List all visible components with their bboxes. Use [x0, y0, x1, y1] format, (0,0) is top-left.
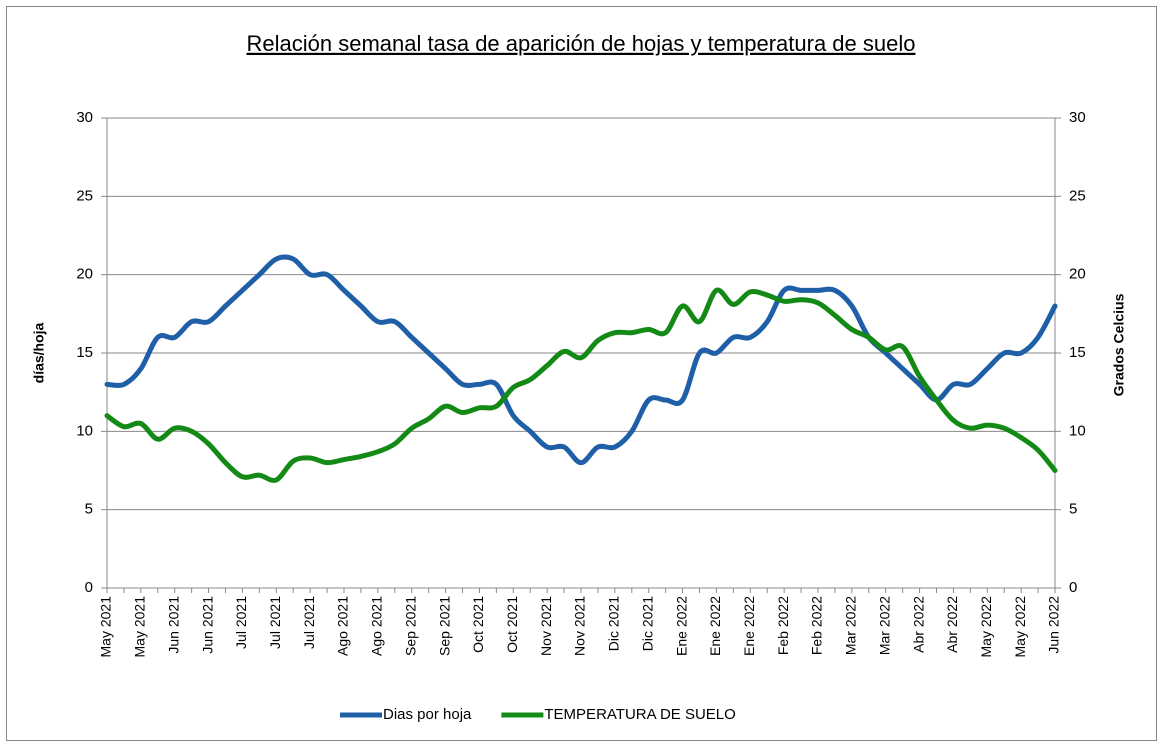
- y-tick-label: 5: [85, 501, 93, 518]
- chart-title: Relación semanal tasa de aparición de ho…: [247, 31, 916, 56]
- x-tick-label: Ago 2021: [369, 596, 385, 656]
- y-tick-label: 25: [76, 187, 93, 204]
- line-series: [104, 287, 1058, 483]
- x-tick-label: Jun 2021: [165, 596, 181, 654]
- x-tick-label: Ene 2022: [673, 596, 689, 656]
- y-tick-label: 10: [76, 422, 93, 439]
- x-tick-label: Abr 2022: [910, 596, 926, 653]
- y-tick-label: 15: [76, 344, 93, 361]
- x-tick-label: Jun 2022: [1046, 596, 1062, 654]
- x-tick-label: Mar 2022: [876, 596, 892, 655]
- x-tick-label: Ago 2021: [335, 596, 351, 656]
- y2-tick-label: 10: [1069, 422, 1086, 439]
- x-tick-label: Dic 2021: [639, 596, 655, 651]
- chart-border: [6, 6, 1157, 741]
- x-tick-label: Sep 2021: [436, 596, 452, 656]
- x-tick-label: Sep 2021: [402, 596, 418, 656]
- x-tick-label: Oct 2021: [470, 596, 486, 653]
- x-tick-label: May 2021: [132, 596, 148, 658]
- x-tick-label: May 2022: [978, 596, 994, 658]
- x-tick-label: Nov 2021: [538, 596, 554, 656]
- x-tick-label: Nov 2021: [572, 596, 588, 656]
- y-axis-title: días/hoja: [31, 322, 47, 383]
- line-series: [104, 254, 1058, 466]
- y2-tick-label: 20: [1069, 266, 1086, 283]
- x-tick-label: Jul 2021: [267, 596, 283, 649]
- y-tick-label: 0: [85, 579, 93, 596]
- x-tick-label: Jul 2021: [301, 596, 317, 649]
- x-tick-label: Ene 2022: [707, 596, 723, 656]
- y-tick-label: 30: [76, 109, 93, 126]
- x-tick-label: Jul 2021: [233, 596, 249, 649]
- x-tick-label: Feb 2022: [775, 596, 791, 655]
- legend-label: Dias por hoja: [383, 706, 472, 723]
- y2-axis-title: Grados Celcius: [1111, 293, 1127, 396]
- y2-tick-label: 5: [1069, 501, 1077, 518]
- y2-tick-label: 15: [1069, 344, 1086, 361]
- y2-tick-label: 25: [1069, 187, 1086, 204]
- x-tick-label: Dic 2021: [606, 596, 622, 651]
- x-tick-label: Feb 2022: [809, 596, 825, 655]
- y2-tick-label: 30: [1069, 109, 1086, 126]
- x-tick-label: May 2022: [1012, 596, 1028, 658]
- legend-label: TEMPERATURA DE SUELO: [544, 706, 735, 723]
- x-tick-label: Jun 2021: [199, 596, 215, 654]
- x-tick-label: Ene 2022: [741, 596, 757, 656]
- x-tick-label: May 2021: [98, 596, 114, 658]
- y2-tick-label: 0: [1069, 579, 1077, 596]
- x-tick-label: Mar 2022: [843, 596, 859, 655]
- y-tick-label: 20: [76, 266, 93, 283]
- x-tick-label: Oct 2021: [504, 596, 520, 653]
- x-tick-label: Abr 2022: [944, 596, 960, 653]
